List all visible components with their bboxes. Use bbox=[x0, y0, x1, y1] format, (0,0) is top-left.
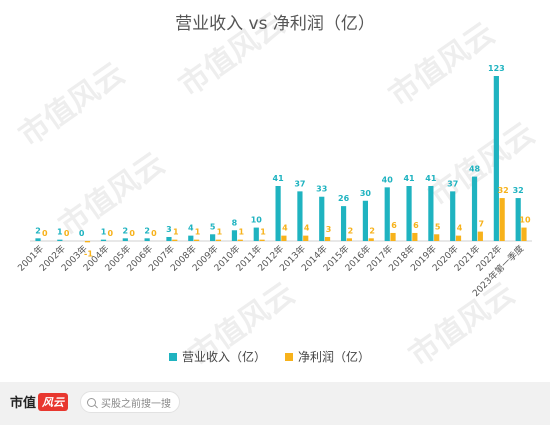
bar-revenue bbox=[319, 196, 325, 241]
legend-swatch-revenue bbox=[169, 353, 177, 361]
search-icon bbox=[87, 397, 96, 407]
data-label-profit: 1 bbox=[238, 228, 244, 237]
data-label-profit: 32 bbox=[498, 186, 509, 195]
data-label-revenue: 10 bbox=[251, 216, 263, 225]
bar-revenue bbox=[166, 236, 172, 241]
bar-revenue bbox=[493, 76, 499, 241]
data-label-revenue: 2 bbox=[144, 226, 150, 235]
bar-profit bbox=[303, 235, 309, 241]
data-label-profit: 6 bbox=[413, 221, 419, 230]
bar-revenue bbox=[471, 176, 478, 241]
bar-profit bbox=[368, 238, 374, 241]
bar-revenue bbox=[122, 238, 128, 241]
data-label-revenue: 5 bbox=[210, 222, 216, 231]
legend-label-revenue: 营业收入（亿） bbox=[182, 349, 266, 364]
bar-revenue bbox=[297, 191, 303, 241]
logo-mark: 风云 bbox=[38, 392, 69, 411]
bar-profit bbox=[324, 236, 331, 241]
bar-revenue bbox=[35, 238, 41, 241]
chart-title: 营业收入 vs 净利润（亿） bbox=[175, 14, 375, 34]
data-label-profit: 1 bbox=[173, 228, 179, 237]
bar-revenue bbox=[515, 198, 521, 241]
bar-profit bbox=[281, 235, 287, 241]
data-label-revenue: 37 bbox=[294, 179, 305, 188]
bar-revenue bbox=[144, 238, 150, 241]
data-label-profit: -1 bbox=[84, 249, 93, 258]
bar-profit bbox=[455, 235, 462, 241]
data-label-revenue: 4 bbox=[188, 224, 194, 233]
bar-profit bbox=[521, 227, 527, 241]
bar-revenue bbox=[231, 230, 238, 241]
bar-profit bbox=[237, 239, 243, 241]
legend-swatch-profit bbox=[285, 353, 293, 361]
bar-revenue bbox=[210, 234, 216, 241]
data-label-profit: 0 bbox=[151, 229, 157, 238]
data-label-revenue: 123 bbox=[488, 64, 505, 73]
bar-revenue bbox=[100, 239, 107, 241]
data-label-profit: 10 bbox=[519, 216, 531, 225]
data-label-profit: 6 bbox=[391, 221, 397, 230]
data-label-profit: 2 bbox=[369, 226, 375, 235]
data-label-profit: 0 bbox=[42, 229, 48, 238]
data-label-revenue: 48 bbox=[469, 165, 481, 174]
data-label-revenue: 41 bbox=[273, 174, 285, 183]
bar-revenue bbox=[384, 187, 390, 241]
data-label-profit: 1 bbox=[260, 228, 266, 237]
data-label-revenue: 37 bbox=[447, 179, 458, 188]
logo-text: 市值 bbox=[10, 396, 37, 411]
data-label-revenue: 2 bbox=[35, 226, 41, 235]
legend-label-profit: 净利润（亿） bbox=[298, 349, 370, 364]
data-label-profit: 4 bbox=[457, 224, 463, 233]
brand-logo: 市值 风云 bbox=[10, 392, 69, 411]
bar-revenue bbox=[450, 191, 456, 241]
bar-revenue bbox=[362, 200, 369, 241]
bar-profit bbox=[84, 241, 91, 243]
bar-revenue bbox=[188, 235, 194, 241]
data-label-revenue: 33 bbox=[316, 185, 327, 194]
bar-profit bbox=[215, 239, 222, 241]
data-label-profit: 4 bbox=[282, 224, 288, 233]
bar-revenue bbox=[253, 227, 259, 241]
data-label-revenue: 32 bbox=[513, 186, 524, 195]
data-label-profit: 0 bbox=[129, 229, 135, 238]
data-label-revenue: 3 bbox=[166, 225, 172, 234]
data-label-revenue: 8 bbox=[232, 218, 238, 227]
bar-profit bbox=[499, 198, 505, 241]
data-label-revenue: 26 bbox=[338, 194, 350, 203]
search-placeholder: 买股之前搜一搜 bbox=[101, 398, 171, 410]
data-label-revenue: 41 bbox=[403, 174, 415, 183]
bar-profit bbox=[346, 238, 352, 241]
data-label-profit: 7 bbox=[479, 220, 485, 229]
bar-profit bbox=[477, 231, 483, 241]
footer-bar: 市值 风云 买股之前搜一搜 bbox=[0, 382, 550, 425]
data-label-revenue: 30 bbox=[360, 189, 372, 198]
bar-profit bbox=[172, 239, 178, 241]
data-label-profit: 0 bbox=[108, 229, 114, 238]
data-label-revenue: 41 bbox=[425, 174, 437, 183]
search-box[interactable]: 买股之前搜一搜 bbox=[80, 391, 180, 413]
bar-revenue bbox=[340, 206, 347, 241]
data-label-profit: 5 bbox=[435, 222, 441, 231]
bar-profit bbox=[434, 234, 440, 241]
bar-revenue bbox=[275, 186, 281, 241]
data-label-profit: 0 bbox=[64, 229, 70, 238]
bar-revenue bbox=[406, 186, 412, 241]
data-label-profit: 2 bbox=[348, 226, 354, 235]
data-label-profit: 3 bbox=[326, 225, 332, 234]
bar-profit bbox=[390, 232, 396, 241]
data-label-revenue: 40 bbox=[382, 175, 394, 184]
bar-revenue bbox=[57, 239, 63, 241]
data-label-profit: 1 bbox=[195, 228, 201, 237]
bar-revenue bbox=[428, 186, 434, 241]
bar-profit bbox=[259, 239, 265, 241]
data-label-revenue: 2 bbox=[123, 226, 129, 235]
data-label-revenue: 1 bbox=[101, 228, 107, 237]
data-label-profit: 1 bbox=[217, 228, 223, 237]
data-label-revenue: 1 bbox=[57, 228, 63, 237]
bar-profit bbox=[412, 232, 418, 241]
bar-profit bbox=[193, 239, 200, 241]
data-label-profit: 4 bbox=[304, 224, 310, 233]
data-label-revenue: 0 bbox=[79, 229, 85, 238]
